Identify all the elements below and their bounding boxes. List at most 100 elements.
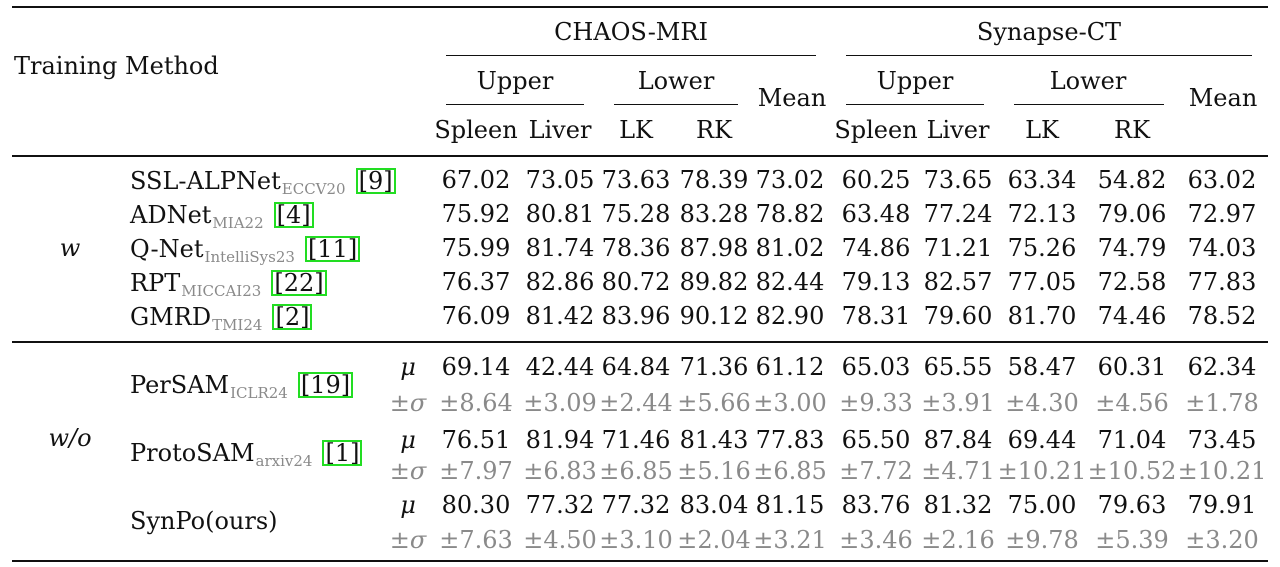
chaos-mri-upper-header: Upper xyxy=(476,67,554,95)
citation-link[interactable]: [4] xyxy=(273,202,314,228)
venue-subscript: ECCV20 xyxy=(281,180,346,198)
mean-value-cell: 64.84 xyxy=(601,353,671,381)
citation-link[interactable]: [9] xyxy=(355,168,396,194)
method-label: PerSAM xyxy=(130,371,230,399)
mean-value-cell: 81.43 xyxy=(679,426,749,454)
std-value-cell: ±5.39 xyxy=(1095,526,1169,554)
value-cell: 80.72 xyxy=(601,268,671,296)
mean-value-cell: 81.15 xyxy=(755,491,825,519)
std-value-cell: ±4.30 xyxy=(1005,389,1079,417)
mean-value-cell: 81.94 xyxy=(525,426,595,454)
chaos-upper-rule xyxy=(446,104,584,105)
std-value-cell: ±2.04 xyxy=(677,526,751,554)
value-cell: 77.24 xyxy=(923,200,993,228)
method-name: RPTMICCAI23 [22] xyxy=(130,269,327,299)
value-cell: 73.05 xyxy=(525,166,595,194)
mean-value-cell: 73.45 xyxy=(1187,426,1257,454)
value-cell: 63.48 xyxy=(841,200,911,228)
value-cell: 78.82 xyxy=(755,200,825,228)
value-cell: 83.28 xyxy=(679,200,749,228)
training-label-w: w xyxy=(59,234,81,262)
venue-subscript: ICLR24 xyxy=(230,384,288,402)
mean-value-cell: 81.32 xyxy=(923,491,993,519)
mean-value-cell: 69.14 xyxy=(441,353,511,381)
value-cell: 72.58 xyxy=(1097,268,1167,296)
method-label: GMRD xyxy=(130,303,212,331)
std-value-cell: ±7.63 xyxy=(439,526,513,554)
std-value-cell: ±6.85 xyxy=(753,457,827,485)
value-cell: 75.92 xyxy=(441,200,511,228)
value-cell: 60.25 xyxy=(841,166,911,194)
mean-value-cell: 75.00 xyxy=(1007,491,1077,519)
chaos-mri-col-rk: RK xyxy=(696,116,732,144)
value-cell: 87.98 xyxy=(679,234,749,262)
value-cell: 73.63 xyxy=(601,166,671,194)
method-name: ADNetMIA22 [4] xyxy=(130,202,314,231)
mean-value-cell: 71.04 xyxy=(1097,426,1167,454)
std-value-cell: ±3.91 xyxy=(921,389,995,417)
sigma-symbol: ±σ xyxy=(389,389,427,417)
chaos-lower-rule xyxy=(614,104,738,105)
std-value-cell: ±8.64 xyxy=(439,389,513,417)
method-label: ProtoSAM xyxy=(130,439,255,467)
section-rule xyxy=(12,341,1268,343)
value-cell: 74.46 xyxy=(1097,302,1167,330)
std-value-cell: ±4.50 xyxy=(523,526,597,554)
value-cell: 72.13 xyxy=(1007,200,1077,228)
std-value-cell: ±7.97 xyxy=(439,457,513,485)
value-cell: 83.96 xyxy=(601,302,671,330)
chaos-rule xyxy=(446,55,816,56)
mean-value-cell: 76.51 xyxy=(441,426,511,454)
value-cell: 81.02 xyxy=(755,234,825,262)
mean-value-cell: 87.84 xyxy=(923,426,993,454)
top-rule xyxy=(12,6,1268,8)
value-cell: 73.02 xyxy=(755,166,825,194)
std-value-cell: ±5.66 xyxy=(677,389,751,417)
mean-value-cell: 65.55 xyxy=(923,353,993,381)
value-cell: 82.86 xyxy=(525,268,595,296)
chaos-mri-header: CHAOS-MRI xyxy=(554,18,708,46)
value-cell: 63.34 xyxy=(1007,166,1077,194)
mean-value-cell: 77.83 xyxy=(755,426,825,454)
value-cell: 63.02 xyxy=(1187,166,1257,194)
chaos-mri-lower-header: Lower xyxy=(637,67,715,95)
value-cell: 74.03 xyxy=(1187,234,1257,262)
std-value-cell: ±1.78 xyxy=(1185,389,1259,417)
value-cell: 76.09 xyxy=(441,302,511,330)
std-value-cell: ±3.21 xyxy=(753,526,827,554)
mean-value-cell: 62.34 xyxy=(1187,353,1257,381)
synapse-ct-col-lk: LK xyxy=(1025,116,1059,144)
std-value-cell: ±3.20 xyxy=(1185,526,1259,554)
citation-link[interactable]: [11] xyxy=(304,236,361,262)
citation-link[interactable]: [1] xyxy=(322,440,363,466)
mean-value-cell: 71.46 xyxy=(601,426,671,454)
training-label-wo: w/o xyxy=(48,424,92,452)
synapse-ct-header: Synapse-CT xyxy=(976,18,1122,46)
method-label: SynPo(ours) xyxy=(130,507,278,535)
mean-value-cell: 79.91 xyxy=(1187,491,1257,519)
mean-value-cell: 65.50 xyxy=(841,426,911,454)
mean-value-cell: 77.32 xyxy=(525,491,595,519)
std-value-cell: ±6.83 xyxy=(523,457,597,485)
citation-link[interactable]: [22] xyxy=(271,270,327,296)
citation-link[interactable]: [2] xyxy=(272,304,313,330)
mean-value-cell: 80.30 xyxy=(441,491,511,519)
synapse-ct-col-spleen: Spleen xyxy=(834,116,918,144)
mean-value-cell: 42.44 xyxy=(525,353,595,381)
header-rule xyxy=(12,155,1268,157)
method-name: SynPo(ours) xyxy=(130,509,278,533)
synapse-ct-mean-header: Mean xyxy=(1188,84,1258,112)
value-cell: 79.60 xyxy=(923,302,993,330)
value-cell: 81.70 xyxy=(1007,302,1077,330)
mean-value-cell: 60.31 xyxy=(1097,353,1167,381)
std-value-cell: ±7.72 xyxy=(839,457,913,485)
method-label: RPT xyxy=(130,269,181,297)
citation-link[interactable]: [19] xyxy=(297,372,354,398)
method-name: Q-NetIntelliSys23 [11] xyxy=(130,236,361,265)
value-cell: 72.97 xyxy=(1187,200,1257,228)
value-cell: 78.31 xyxy=(841,302,911,330)
mean-value-cell: 58.47 xyxy=(1007,353,1077,381)
value-cell: 80.81 xyxy=(525,200,595,228)
value-cell: 78.39 xyxy=(679,166,749,194)
